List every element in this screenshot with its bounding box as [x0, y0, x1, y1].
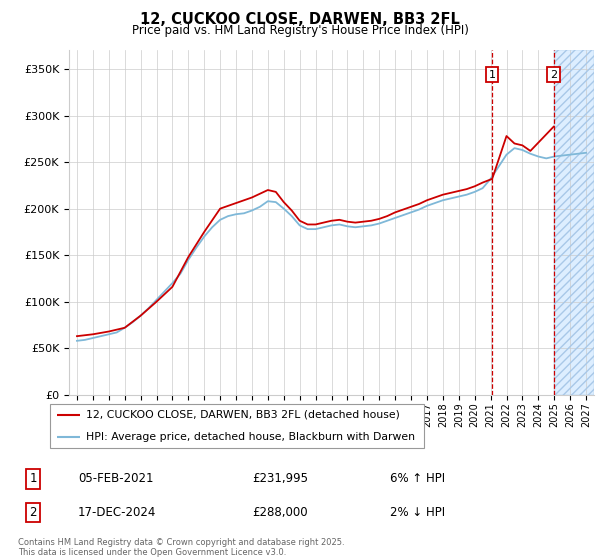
Text: 17-DEC-2024: 17-DEC-2024 — [78, 506, 157, 519]
Text: HPI: Average price, detached house, Blackburn with Darwen: HPI: Average price, detached house, Blac… — [86, 432, 415, 442]
Text: 12, CUCKOO CLOSE, DARWEN, BB3 2FL: 12, CUCKOO CLOSE, DARWEN, BB3 2FL — [140, 12, 460, 27]
Text: 1: 1 — [29, 472, 37, 486]
Bar — [554, 50, 594, 395]
Text: 2: 2 — [550, 69, 557, 80]
Text: Price paid vs. HM Land Registry's House Price Index (HPI): Price paid vs. HM Land Registry's House … — [131, 24, 469, 36]
Text: £288,000: £288,000 — [252, 506, 308, 519]
Text: 2: 2 — [29, 506, 37, 519]
Text: Contains HM Land Registry data © Crown copyright and database right 2025.
This d: Contains HM Land Registry data © Crown c… — [18, 538, 344, 557]
Text: 05-FEB-2021: 05-FEB-2021 — [78, 472, 154, 486]
Text: £231,995: £231,995 — [252, 472, 308, 486]
Text: 12, CUCKOO CLOSE, DARWEN, BB3 2FL (detached house): 12, CUCKOO CLOSE, DARWEN, BB3 2FL (detac… — [86, 410, 400, 420]
Text: 2% ↓ HPI: 2% ↓ HPI — [390, 506, 445, 519]
Bar — [554, 50, 594, 395]
FancyBboxPatch shape — [50, 404, 424, 449]
Text: 1: 1 — [488, 69, 496, 80]
Text: 6% ↑ HPI: 6% ↑ HPI — [390, 472, 445, 486]
